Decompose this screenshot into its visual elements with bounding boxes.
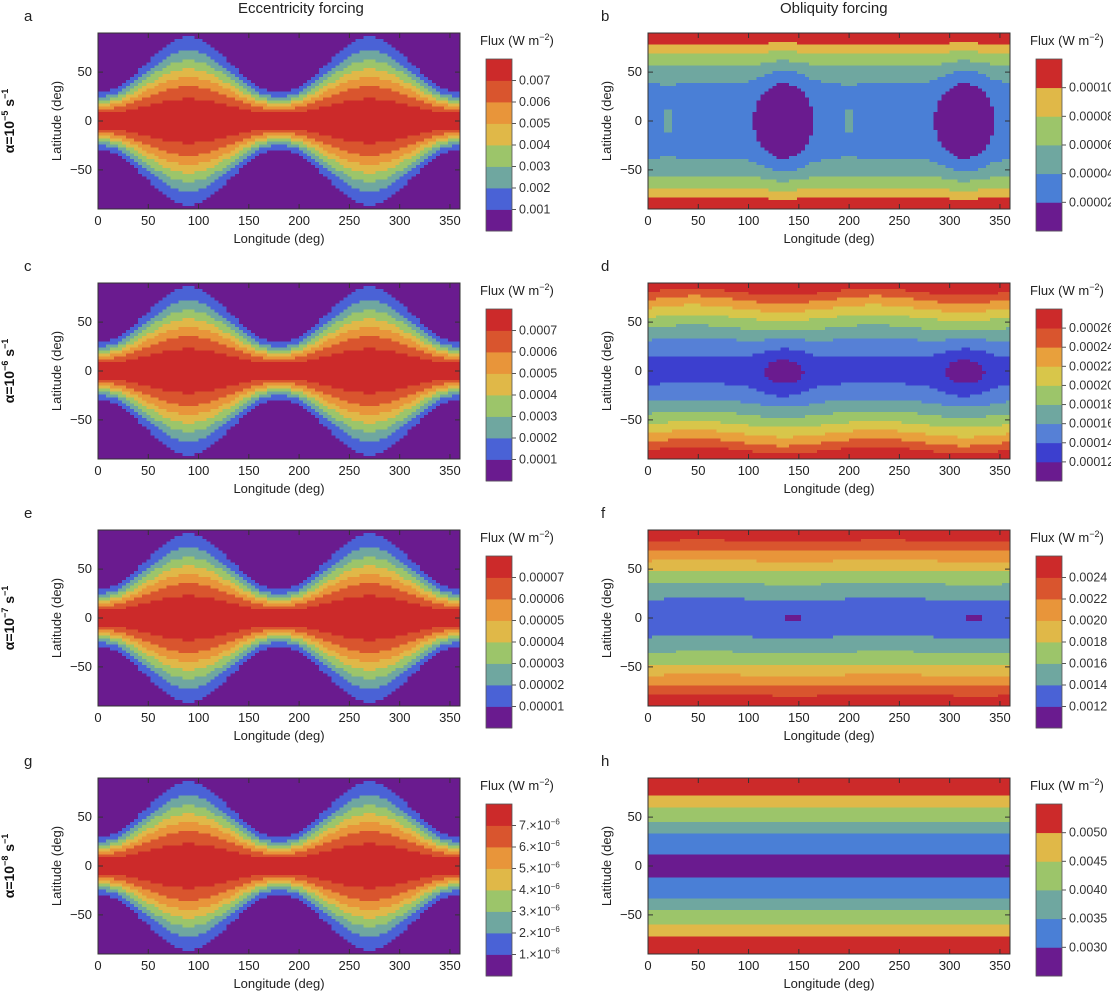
panel-label-a: a [24,8,33,25]
heatmap-cells-a [98,33,461,210]
